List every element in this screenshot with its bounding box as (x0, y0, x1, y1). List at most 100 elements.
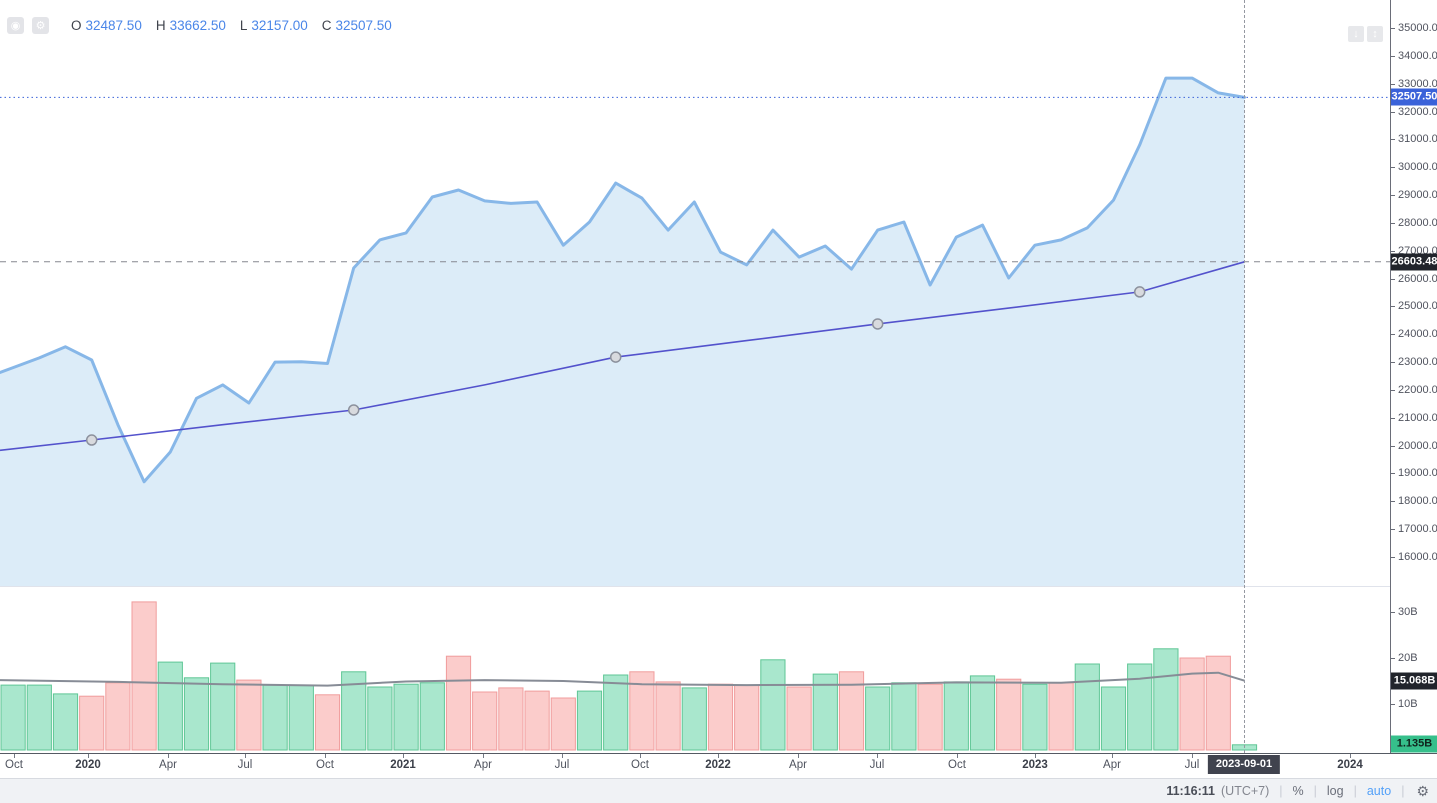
volume-bar (734, 684, 760, 751)
price-tick-label: 33000.00 (1398, 77, 1437, 90)
price-tick-label: 29000.00 (1398, 189, 1437, 202)
price-tick-label: 16000.00 (1398, 550, 1437, 563)
series-visibility-button[interactable]: ◉ (7, 17, 24, 34)
time-axis-label[interactable]: 2021 (390, 759, 416, 771)
settings-gear-icon[interactable]: ⚙ (1416, 782, 1429, 799)
log-scale-button[interactable]: log (1326, 784, 1344, 798)
scroll-latest-icon[interactable]: ↕ (1367, 26, 1383, 42)
volume-bar (812, 673, 838, 751)
time-axis-label[interactable]: Oct (5, 759, 23, 771)
price-tick-mark (1391, 278, 1395, 280)
toolbar-separator: | (1353, 784, 1357, 798)
time-tick-mark (168, 754, 169, 758)
volume-bar (210, 662, 236, 751)
high-label: H (155, 18, 166, 33)
toolbar-separator: | (1313, 784, 1317, 798)
auto-scale-button[interactable]: auto (1366, 784, 1392, 798)
ma-marker (85, 434, 98, 446)
volume-bar (1179, 657, 1205, 751)
volume-bar (1022, 683, 1048, 751)
volume-bar (891, 682, 917, 751)
volume-bar (603, 674, 629, 751)
time-axis-label[interactable]: Oct (631, 759, 649, 771)
price-tick-mark (1391, 501, 1395, 503)
scale-buttons: ↓ ↕ (1348, 26, 1383, 42)
volume-bar (524, 690, 550, 751)
volume-bar (1074, 663, 1100, 751)
time-tick-mark (640, 754, 641, 758)
time-axis-label[interactable]: 2020 (75, 759, 101, 771)
ohlc-values: O 32487.50 H 33662.50 L 32157.00 C 32507.50 (71, 18, 392, 33)
price-tick-mark (1391, 334, 1395, 336)
price-tick-label: 25000.00 (1398, 300, 1437, 313)
pane-divider[interactable] (0, 586, 1390, 587)
volume-bar (131, 601, 157, 751)
time-axis-label[interactable]: Apr (1103, 759, 1121, 771)
volume-bar (917, 683, 943, 751)
volume-bar (262, 684, 288, 751)
time-tick-mark (1350, 754, 1351, 758)
volume-tick-label: 30B (1398, 606, 1418, 618)
price-tick-mark (1391, 55, 1395, 57)
time-axis-label[interactable]: Jul (1184, 759, 1200, 771)
volume-bar (681, 687, 707, 751)
price-pane[interactable] (0, 0, 1390, 587)
time-axis[interactable]: Oct 2020 Apr Jul Oct 2021 Apr Jul Oct 2022 Apr Jul O… (0, 754, 1437, 778)
time-tick-mark (1112, 754, 1113, 758)
volume-bar (52, 693, 79, 751)
volume-tick-mark (1391, 658, 1395, 659)
time-axis-label[interactable]: Apr (159, 759, 177, 771)
price-tick-label: 32000.00 (1398, 105, 1437, 118)
time-tick-mark (245, 754, 246, 758)
volume-bar (760, 659, 786, 751)
volume-bar (79, 695, 105, 751)
price-tick-label: 18000.00 (1398, 495, 1437, 508)
price-tick-label: 24000.00 (1398, 328, 1437, 341)
bottom-toolbar: 11:16:11 (UTC+7) | % | log | auto | ⚙ (0, 778, 1437, 803)
price-tick-mark (1391, 417, 1395, 419)
time-axis-label[interactable]: Apr (789, 759, 807, 771)
low-label: L (239, 18, 248, 33)
time-axis-label[interactable]: Jul (869, 759, 885, 771)
price-axis[interactable]: 35000.00 34000.00 33000.00 32000.00 31000.00… (1390, 0, 1437, 753)
time-tick-mark (957, 754, 958, 758)
time-tick-mark (798, 754, 799, 758)
time-axis-label[interactable]: Oct (948, 759, 966, 771)
volume-bar (472, 691, 498, 751)
time-axis-label[interactable]: Jul (237, 759, 253, 771)
time-tick-mark (88, 754, 89, 758)
crosshair-date-label: 2023-09-01 (1207, 755, 1281, 774)
price-tick-mark (1391, 167, 1395, 169)
volume-tick-mark (1391, 612, 1395, 613)
volume-bar (157, 661, 183, 751)
price-tick-label: 19000.00 (1398, 467, 1437, 480)
price-tick-mark (1391, 473, 1395, 475)
time-axis-label[interactable]: 2024 (1337, 759, 1363, 771)
time-axis-label[interactable]: Jul (554, 759, 570, 771)
time-tick-mark (718, 754, 719, 758)
time-axis-label[interactable]: 2023 (1022, 759, 1048, 771)
price-tick-mark (1391, 195, 1395, 197)
volume-bar (1153, 648, 1179, 751)
toolbar-separator: | (1279, 784, 1283, 798)
price-tick-mark (1391, 83, 1395, 85)
time-axis-label[interactable]: 2022 (705, 759, 731, 771)
high-value: 33662.50 (169, 18, 226, 33)
percent-scale-button[interactable]: % (1292, 784, 1304, 798)
scroll-down-icon[interactable]: ↓ (1348, 26, 1364, 42)
volume-bar (393, 683, 419, 751)
ma-marker (871, 318, 884, 330)
price-tick-mark (1391, 529, 1395, 531)
volume-bar (1100, 686, 1127, 751)
time-axis-label[interactable]: Apr (474, 759, 492, 771)
series-settings-gear-icon[interactable]: ⚙ (32, 17, 49, 34)
clock-time[interactable]: 11:16:11 (1166, 784, 1215, 798)
volume-bar (996, 678, 1022, 751)
price-tick-label: 21000.00 (1398, 411, 1437, 424)
volume-tick-mark (1391, 704, 1395, 705)
price-tick-mark (1391, 250, 1395, 252)
series-legend: ◉ ⚙ O 32487.50 H 33662.50 L 32157.00 C 32507… (7, 17, 392, 34)
volume-bar (786, 686, 812, 751)
time-axis-label[interactable]: Oct (316, 759, 334, 771)
volume-pane[interactable] (0, 587, 1390, 753)
